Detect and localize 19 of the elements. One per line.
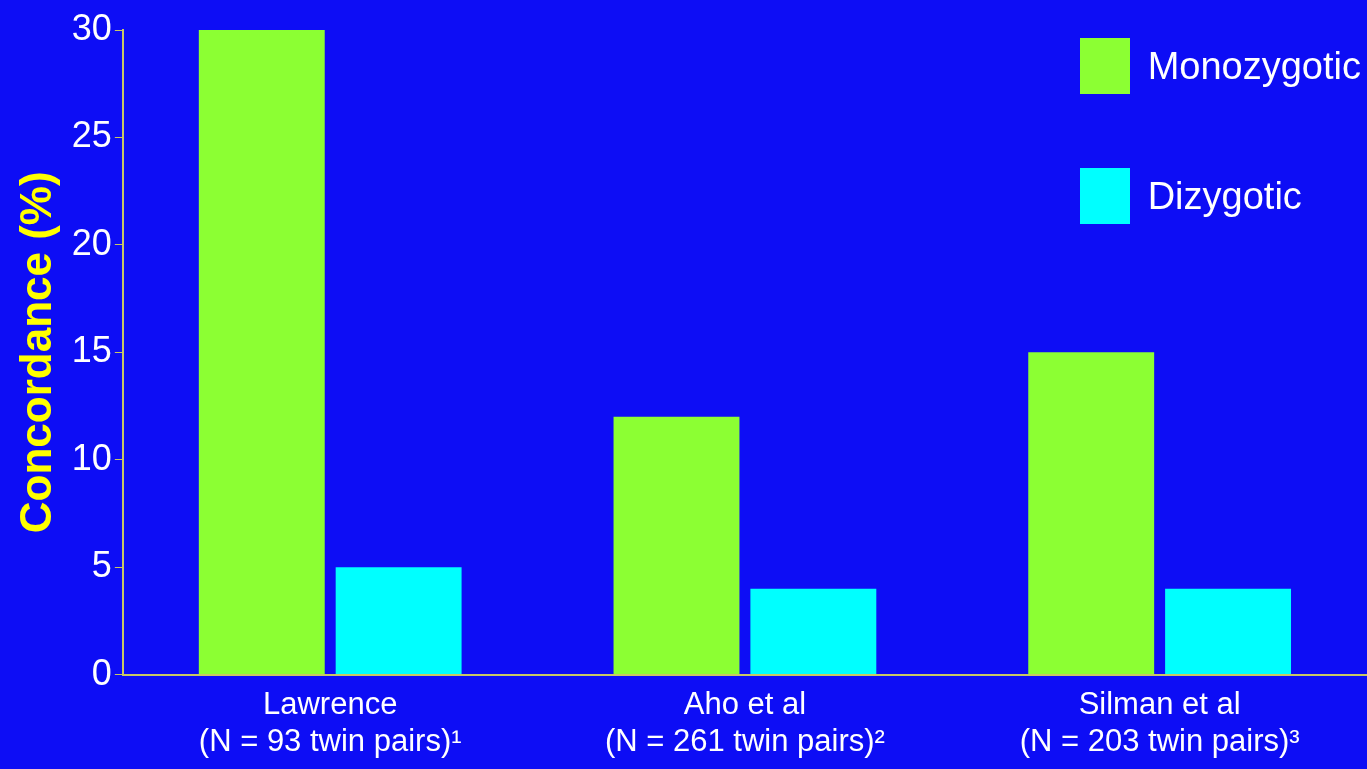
y-axis-title: Concordance (%) [10, 171, 60, 534]
y-tick-label: 10 [71, 436, 112, 478]
x-tick-label: Silman et al (N = 203 twin pairs)³ [1019, 685, 1300, 758]
bar [750, 588, 877, 675]
bar [335, 567, 462, 675]
legend-label: Dizygotic [1147, 174, 1302, 218]
legend-label: Monozygotic [1147, 44, 1361, 88]
bar [1028, 352, 1155, 675]
y-tick-label: 20 [71, 221, 112, 263]
bar [613, 416, 740, 675]
bar [198, 30, 325, 675]
x-tick-label: Lawrence (N = 93 twin pairs)¹ [198, 685, 462, 758]
y-tick-label: 30 [71, 6, 112, 48]
y-tick-label: 5 [91, 544, 112, 586]
x-tick-label: Aho et al (N = 261 twin pairs)² [604, 685, 885, 758]
y-tick-label: 25 [71, 114, 112, 156]
y-tick-label: 0 [91, 651, 112, 693]
bar [1165, 588, 1292, 675]
y-tick-label: 15 [71, 329, 112, 371]
